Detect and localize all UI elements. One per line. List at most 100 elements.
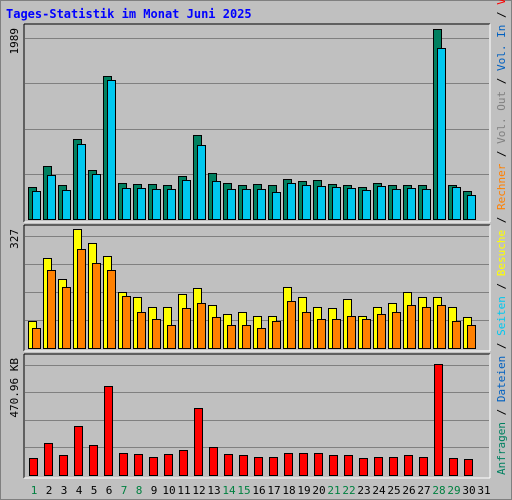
x-tick-label-21: 21 (327, 484, 340, 497)
bar-dateien-28 (437, 48, 446, 220)
x-tick-label-6: 6 (106, 484, 113, 497)
x-tick-label-8: 8 (136, 484, 143, 497)
bar-volumen-15 (239, 455, 248, 476)
x-tick-label-29: 29 (447, 484, 460, 497)
legend-segment: Anfragen (495, 422, 508, 475)
x-tick-label-10: 10 (162, 484, 175, 497)
bar-dateien-18 (287, 183, 296, 220)
x-tick-label-19: 19 (297, 484, 310, 497)
legend-segment: Vol. Out (495, 91, 508, 144)
x-tick-label-20: 20 (312, 484, 325, 497)
bar-dateien-26 (407, 188, 416, 220)
bar-rechner-6 (107, 270, 116, 349)
bar-volumen-5 (89, 445, 98, 476)
bar-volumen-29 (449, 458, 458, 476)
legend-segment: / (495, 336, 508, 356)
bar-volumen-6 (104, 386, 113, 476)
bar-dateien-25 (392, 189, 401, 220)
x-tick-label-22: 22 (342, 484, 355, 497)
bar-volumen-16 (254, 457, 263, 476)
bar-rechner-4 (77, 249, 86, 349)
bar-volumen-8 (134, 454, 143, 476)
x-tick-label-27: 27 (417, 484, 430, 497)
bar-rechner-1 (32, 328, 41, 349)
legend-segment: Besuche (495, 230, 508, 276)
bar-volumen-18 (284, 453, 293, 476)
bar-rechner-23 (362, 319, 371, 349)
panel-1: 1989 (8, 23, 491, 223)
bar-dateien-11 (182, 180, 191, 220)
bar-dateien-12 (197, 145, 206, 220)
bar-volumen-12 (194, 408, 203, 476)
bar-volumen-26 (404, 455, 413, 476)
bar-volumen-1 (29, 458, 38, 476)
x-tick-label-26: 26 (402, 484, 415, 497)
bar-rechner-29 (452, 321, 461, 349)
bar-rechner-18 (287, 301, 296, 349)
bar-rechner-30 (467, 325, 476, 349)
bar-dateien-24 (377, 186, 386, 220)
legend-segment: / (495, 144, 508, 164)
x-tick-label-5: 5 (91, 484, 98, 497)
x-tick-label-4: 4 (76, 484, 83, 497)
bar-dateien-4 (77, 144, 86, 220)
x-tick-label-30: 30 (462, 484, 475, 497)
bar-rechner-24 (377, 314, 386, 349)
bar-volumen-23 (359, 458, 368, 476)
x-tick-label-11: 11 (177, 484, 190, 497)
legend-segment: / (495, 5, 508, 25)
bar-volumen-25 (389, 457, 398, 476)
bar-dateien-19 (302, 185, 311, 220)
bar-volumen-14 (224, 454, 233, 476)
bar-rechner-26 (407, 305, 416, 349)
bar-rechner-7 (122, 296, 131, 349)
x-tick-label-17: 17 (267, 484, 280, 497)
bar-volumen-22 (344, 455, 353, 476)
bar-dateien-29 (452, 187, 461, 220)
bar-rechner-14 (227, 325, 236, 349)
bar-dateien-16 (257, 189, 266, 220)
bar-volumen-11 (179, 450, 188, 476)
right-legend: Anfragen / Dateien / Seiten / Besuche / … (495, 0, 508, 475)
bar-volumen-7 (119, 453, 128, 476)
bar-dateien-2 (47, 175, 56, 220)
x-tick-label-18: 18 (282, 484, 295, 497)
bar-dateien-10 (167, 189, 176, 220)
x-tick-label-14: 14 (222, 484, 236, 497)
bar-rechner-28 (437, 305, 446, 349)
bar-rechner-10 (167, 325, 176, 349)
x-tick-label-15: 15 (237, 484, 250, 497)
bar-rechner-3 (62, 287, 71, 349)
bar-dateien-5 (92, 174, 101, 220)
bar-volumen-24 (374, 457, 383, 476)
bar-rechner-12 (197, 303, 206, 349)
legend-segment: Rechner (495, 163, 508, 210)
chart-title: Tages-Statistik im Monat Juni 2025 (6, 7, 252, 21)
bar-dateien-20 (317, 186, 326, 220)
bar-volumen-10 (164, 454, 173, 476)
panel-3: 470.96 KB (8, 353, 491, 479)
bar-rechner-8 (137, 312, 146, 349)
bar-dateien-1 (32, 191, 41, 220)
bar-rechner-17 (272, 321, 281, 349)
x-tick-label-3: 3 (61, 484, 68, 497)
x-tick-label-24: 24 (372, 484, 386, 497)
bar-dateien-6 (107, 80, 116, 220)
bar-dateien-23 (362, 190, 371, 220)
bar-volumen-2 (44, 443, 53, 476)
legend-segment: / (495, 71, 508, 91)
bar-dateien-15 (242, 189, 251, 220)
bar-rechner-2 (47, 270, 56, 349)
bar-volumen-19 (299, 453, 308, 476)
x-tick-label-7: 7 (121, 484, 128, 497)
x-tick-label-9: 9 (151, 484, 158, 497)
bar-volumen-30 (464, 459, 473, 476)
bar-rechner-21 (332, 319, 341, 349)
bar-dateien-9 (152, 189, 161, 220)
bar-rechner-15 (242, 325, 251, 349)
bar-rechner-20 (317, 319, 326, 349)
legend-segment: / (495, 402, 508, 422)
bar-rechner-22 (347, 316, 356, 349)
x-tick-label-12: 12 (192, 484, 205, 497)
